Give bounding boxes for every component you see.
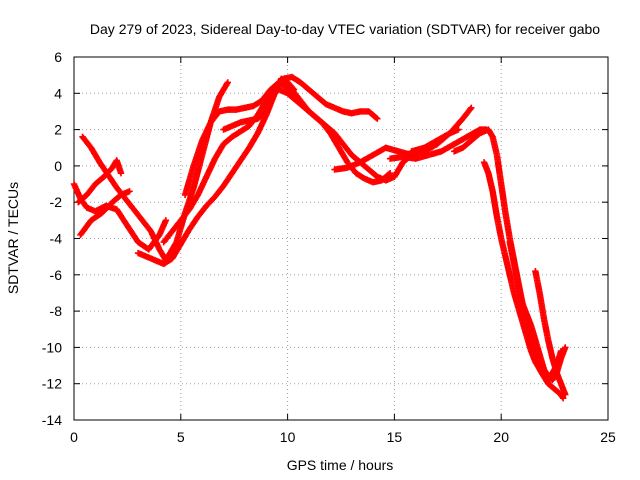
satellite-track-12 — [386, 126, 490, 162]
y-tick-label: -4 — [50, 231, 63, 247]
axis-ticks: 0 5 10 15 20 25 -14 -12 -10 -8 -6 -4 -2 0 2 4 6 — [42, 49, 616, 445]
x-tick-label: 25 — [600, 429, 616, 445]
x-tick-label: 15 — [387, 429, 403, 445]
chart-title: Day 279 of 2023, Sidereal Day-to-day VTE… — [90, 21, 600, 37]
y-tick-label: 4 — [54, 85, 62, 101]
data-point-marker — [559, 395, 567, 402]
satellite-track-4 — [75, 157, 125, 206]
data-point-marker — [374, 115, 381, 122]
satellite-track-15 — [480, 159, 565, 384]
data-point-marker — [562, 391, 569, 398]
y-tick-label: -8 — [50, 303, 63, 319]
satellite-track-10 — [275, 86, 394, 186]
data-marks — [70, 73, 569, 402]
data-point-marker — [455, 126, 462, 133]
data-point-marker — [562, 344, 569, 351]
y-tick-label: 6 — [54, 49, 62, 65]
satellite-track-8 — [220, 73, 381, 133]
satellite-track-7 — [181, 79, 300, 199]
y-tick-label: 0 — [54, 158, 62, 174]
y-tick-label: 2 — [54, 122, 62, 138]
x-axis-label: GPS time / hours — [287, 457, 394, 473]
data-point-marker — [468, 104, 475, 112]
satellite-track-16 — [506, 238, 569, 384]
data-point-marker — [385, 170, 393, 178]
data-point-marker — [162, 217, 170, 224]
satellite-track-1 — [70, 180, 170, 253]
x-tick-label: 20 — [493, 429, 509, 445]
data-point-marker — [117, 169, 125, 177]
y-tick-label: -14 — [42, 412, 62, 428]
y-tick-label: -10 — [42, 339, 62, 355]
y-tick-label: -2 — [50, 194, 63, 210]
satellite-track-13 — [408, 126, 462, 155]
data-point-marker — [224, 79, 231, 86]
x-tick-label: 10 — [280, 429, 296, 445]
y-axis-label: SDTVAR / TECUs — [5, 182, 21, 294]
data-point-marker — [386, 169, 394, 177]
data-point-marker — [126, 188, 133, 195]
y-tick-label: -12 — [42, 376, 62, 392]
x-tick-label: 5 — [177, 429, 185, 445]
x-tick-label: 0 — [70, 429, 78, 445]
data-point-marker — [373, 114, 380, 122]
y-tick-label: -6 — [50, 267, 63, 283]
satellite-track-17 — [532, 267, 569, 398]
data-point-marker — [467, 105, 474, 113]
